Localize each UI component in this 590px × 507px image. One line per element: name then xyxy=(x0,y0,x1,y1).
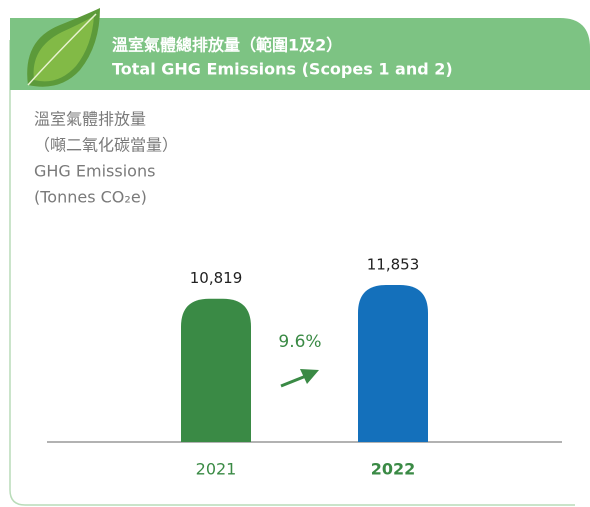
bar xyxy=(358,285,428,442)
title: 溫室氣體總排放量（範圍1及2） xyxy=(112,36,342,55)
y-label-line: GHG Emissions xyxy=(34,162,155,181)
bar xyxy=(181,298,251,442)
value-label: 10,819 xyxy=(190,269,243,287)
category-label: 2021 xyxy=(196,460,237,479)
y-label-line: 溫室氣體排放量 xyxy=(34,110,146,129)
value-label: 11,853 xyxy=(367,256,420,274)
card-border xyxy=(9,40,575,506)
arrow xyxy=(280,369,319,388)
leaf-icon xyxy=(27,8,101,87)
y-label-line: （噸二氧化碳當量） xyxy=(34,136,178,155)
subtitle: Total GHG Emissions (Scopes 1 and 2) xyxy=(112,60,453,79)
header-band xyxy=(10,18,590,90)
y-label: 溫室氣體排放量 （噸二氧化碳當量） GHG Emissions (Tonnes CO₂… xyxy=(34,110,178,207)
category-label: 2022 xyxy=(371,460,416,479)
annotation: 9.6% xyxy=(278,332,321,352)
y-label-line: (Tonnes CO₂e) xyxy=(34,188,147,207)
